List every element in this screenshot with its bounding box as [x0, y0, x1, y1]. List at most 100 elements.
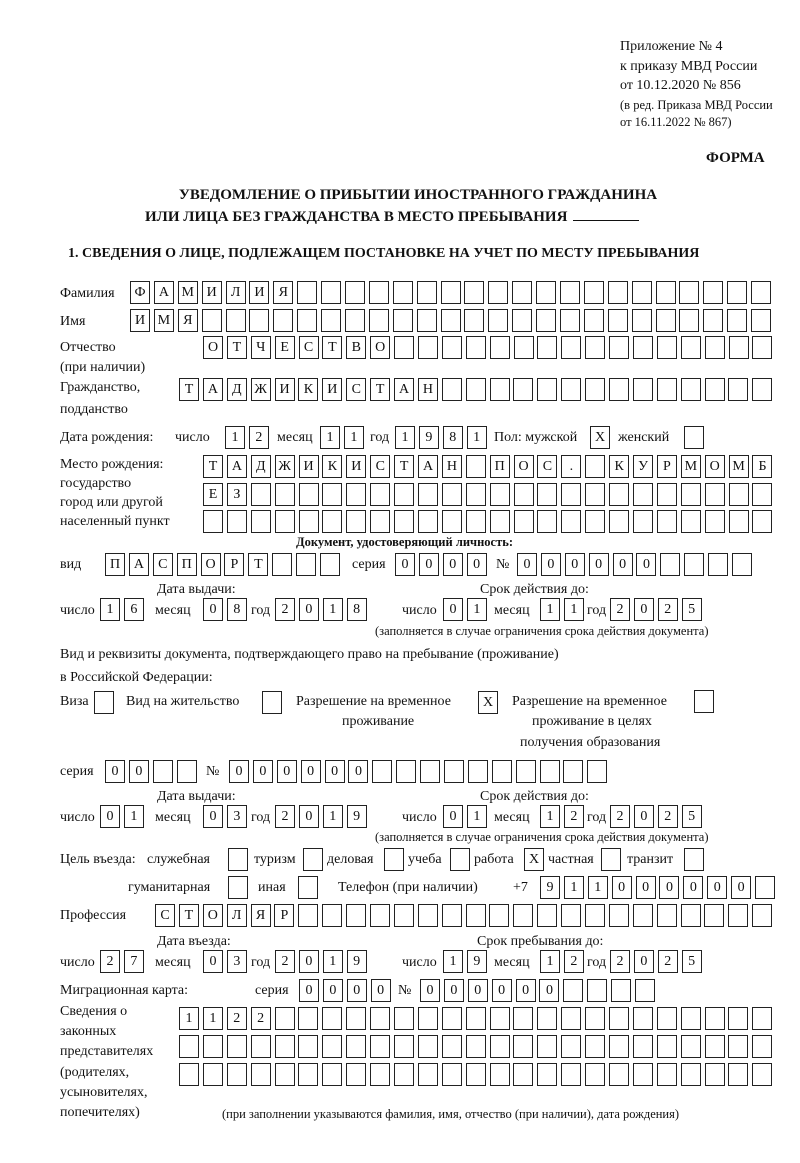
char-cell[interactable] — [512, 281, 533, 304]
char-cell[interactable]: Я — [250, 904, 271, 927]
char-cell[interactable] — [728, 1035, 749, 1058]
char-cell[interactable]: А — [418, 455, 439, 478]
char-cell[interactable]: Т — [203, 455, 223, 478]
char-cell[interactable] — [633, 483, 654, 506]
char-cell[interactable]: 9 — [346, 950, 367, 973]
char-cell[interactable] — [440, 309, 461, 332]
char-cell[interactable]: 0 — [564, 553, 585, 576]
char-cell[interactable] — [346, 1007, 367, 1030]
char-cell[interactable] — [392, 309, 413, 332]
char-cell[interactable] — [611, 979, 632, 1002]
char-cell[interactable]: М — [177, 281, 198, 304]
char-cell[interactable] — [515, 760, 536, 783]
char-cell[interactable]: 0 — [612, 553, 633, 576]
char-cell[interactable] — [587, 760, 608, 783]
char-cell[interactable] — [297, 281, 318, 304]
char-cell[interactable]: Ч — [250, 336, 271, 359]
char-cell[interactable] — [513, 1007, 534, 1030]
char-cell[interactable]: 1 — [540, 950, 560, 973]
char-cell[interactable] — [585, 455, 606, 478]
char-cell[interactable] — [394, 1063, 415, 1086]
char-cell[interactable]: Т — [179, 378, 199, 401]
char-cell[interactable]: 3 — [226, 950, 247, 973]
char-cell[interactable]: Е — [203, 483, 223, 506]
char-cell[interactable]: 0 — [466, 553, 487, 576]
char-cell[interactable]: 0 — [443, 598, 463, 621]
char-cell[interactable] — [322, 483, 343, 506]
char-cell[interactable]: 0 — [491, 979, 512, 1002]
char-cell[interactable]: С — [346, 378, 367, 401]
char-cell[interactable] — [752, 1063, 773, 1086]
char-cell[interactable]: 2 — [563, 950, 584, 973]
char-cell[interactable]: 0 — [370, 979, 391, 1002]
char-cell[interactable] — [608, 904, 629, 927]
purpose-humanitarian-checkbox[interactable] — [228, 876, 248, 899]
char-cell[interactable]: 1 — [322, 598, 343, 621]
char-cell[interactable]: Л — [226, 904, 247, 927]
char-cell[interactable] — [226, 1035, 247, 1058]
char-cell[interactable] — [656, 336, 677, 359]
purpose-business-checkbox[interactable] — [384, 848, 404, 871]
char-cell[interactable] — [561, 1063, 582, 1086]
char-cell[interactable]: 2 — [250, 1007, 271, 1030]
char-cell[interactable] — [346, 510, 367, 533]
char-cell[interactable]: 1 — [443, 950, 463, 973]
char-cell[interactable]: И — [346, 455, 367, 478]
char-cell[interactable] — [274, 1035, 295, 1058]
char-cell[interactable]: М — [680, 455, 701, 478]
char-cell[interactable] — [704, 1035, 725, 1058]
char-cell[interactable] — [728, 336, 749, 359]
char-cell[interactable] — [513, 510, 534, 533]
char-cell[interactable]: 0 — [418, 553, 439, 576]
char-cell[interactable] — [537, 483, 558, 506]
char-cell[interactable]: С — [537, 455, 558, 478]
char-cell[interactable] — [539, 760, 560, 783]
char-cell[interactable] — [680, 483, 701, 506]
char-cell[interactable]: Т — [370, 378, 391, 401]
char-cell[interactable] — [728, 1007, 749, 1030]
char-cell[interactable] — [537, 510, 558, 533]
char-cell[interactable]: 0 — [611, 876, 632, 899]
char-cell[interactable] — [704, 483, 725, 506]
char-cell[interactable] — [489, 1007, 510, 1030]
char-cell[interactable]: 0 — [203, 598, 223, 621]
char-cell[interactable] — [441, 1035, 462, 1058]
char-cell[interactable] — [465, 1063, 486, 1086]
char-cell[interactable] — [537, 904, 558, 927]
char-cell[interactable]: В — [346, 336, 367, 359]
char-cell[interactable]: Л — [225, 281, 246, 304]
char-cell[interactable] — [609, 510, 630, 533]
char-cell[interactable] — [489, 483, 510, 506]
char-cell[interactable] — [563, 979, 584, 1002]
char-cell[interactable] — [679, 309, 700, 332]
char-cell[interactable] — [704, 510, 725, 533]
char-cell[interactable] — [752, 904, 773, 927]
char-cell[interactable]: О — [704, 455, 725, 478]
char-cell[interactable] — [417, 1035, 438, 1058]
char-cell[interactable]: 0 — [348, 760, 369, 783]
char-cell[interactable]: Б — [752, 455, 773, 478]
char-cell[interactable]: 0 — [635, 876, 656, 899]
char-cell[interactable]: 0 — [128, 760, 149, 783]
char-cell[interactable]: О — [513, 455, 534, 478]
char-cell[interactable] — [708, 553, 729, 576]
char-cell[interactable]: Т — [394, 455, 415, 478]
char-cell[interactable]: 1 — [466, 805, 487, 828]
char-cell[interactable] — [345, 309, 366, 332]
char-cell[interactable] — [587, 979, 608, 1002]
char-cell[interactable] — [727, 281, 748, 304]
char-cell[interactable] — [250, 510, 271, 533]
visa-checkbox[interactable] — [94, 691, 114, 714]
char-cell[interactable] — [583, 281, 604, 304]
char-cell[interactable] — [704, 378, 725, 401]
edu-residence-checkbox[interactable] — [694, 690, 714, 713]
char-cell[interactable] — [607, 309, 628, 332]
char-cell[interactable] — [441, 904, 462, 927]
char-cell[interactable]: 1 — [563, 876, 584, 899]
char-cell[interactable]: 5 — [681, 598, 702, 621]
